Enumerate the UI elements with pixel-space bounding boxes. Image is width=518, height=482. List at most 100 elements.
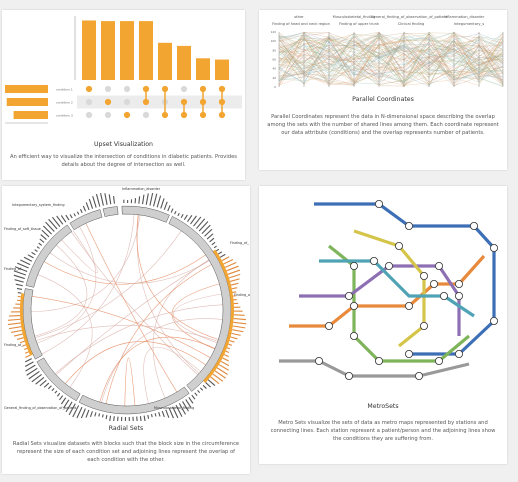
radial-histogram-bar: [104, 193, 108, 205]
radial-link: [34, 230, 182, 338]
radial-histogram-bar: [198, 221, 209, 232]
metro-title: MetroSets: [367, 403, 399, 410]
radial-link: [124, 357, 136, 406]
radial-histogram-bar: [36, 246, 40, 249]
radial-histogram-bar: [202, 384, 207, 389]
pc-line: [278, 38, 504, 82]
radial-histogram-bar: [206, 233, 214, 240]
radial-histogram-bar: [165, 409, 170, 418]
radial-histogram-bar: [226, 347, 231, 350]
pc-line: [278, 44, 504, 81]
radial-histogram-bar: [223, 258, 234, 265]
upset-dot-inactive: [85, 111, 93, 119]
radial-histogram-bar: [48, 218, 58, 230]
radial-histogram-bar: [201, 224, 211, 235]
radial-histogram-bar: [175, 404, 183, 417]
radial-histogram-bar: [88, 198, 94, 209]
metro-card[interactable]: MetroSets Metro Sets visualize the sets …: [259, 186, 507, 464]
radial-histogram-bar: [8, 326, 22, 330]
radial-histogram-bar: [56, 215, 64, 225]
upset-bar: [215, 59, 229, 80]
pc-tick-label: 100: [271, 39, 277, 43]
upset-dot-inactive: [123, 98, 131, 106]
radial-histogram-bar: [54, 390, 58, 394]
radial-histogram-bar: [230, 282, 239, 286]
metro-station: [350, 262, 359, 271]
radial-histogram-bar: [205, 382, 211, 388]
radial-histogram-bar: [24, 358, 32, 363]
radial-link: [71, 231, 198, 376]
radial-histogram-bar: [15, 283, 23, 287]
radial-histogram-bar: [60, 215, 67, 223]
pc-axis-label: Musculoskeletal_finding: [333, 15, 376, 19]
radial-set-label: Finding_of_: [234, 293, 250, 297]
upset-dot-inactive: [104, 85, 112, 93]
radial-link: [36, 226, 97, 344]
pc-line: [278, 32, 504, 84]
radial-histogram-bar: [63, 399, 70, 409]
radial-title: Radial Sets: [108, 425, 144, 432]
radial-histogram-bar: [229, 340, 235, 343]
pc-line: [278, 33, 504, 86]
radial-set-block: [102, 206, 119, 217]
radial-histogram-bar: [85, 202, 90, 211]
radial-histogram-bar: [109, 415, 112, 421]
radial-histogram-bar: [25, 354, 31, 358]
upset-set-label: condition 2: [56, 101, 73, 105]
metro-station: [315, 356, 324, 365]
radial-histogram-bar: [98, 413, 101, 417]
radial-histogram-bar: [42, 225, 52, 235]
metro-station: [345, 371, 354, 380]
radial-histogram-bar: [211, 241, 216, 246]
pc-line: [278, 39, 504, 75]
pc-line: [278, 31, 504, 85]
metro-station: [454, 280, 463, 289]
radial-histogram-bar: [233, 318, 246, 321]
radial-set-block: [168, 216, 232, 392]
radial-histogram-bar: [191, 394, 196, 400]
radial-histogram-bar: [113, 416, 115, 421]
metro-line: [353, 229, 426, 348]
radial-histogram-bar: [228, 343, 232, 346]
radial-histogram-bar: [80, 408, 86, 419]
radial-histogram-bar: [228, 273, 241, 279]
radial-histogram-bar: [210, 376, 220, 385]
radial-histogram-bar: [153, 193, 158, 207]
radial-histogram-bar: [9, 314, 21, 317]
radial-histogram-bar: [58, 395, 64, 401]
radial-set-label: Finding_of_soft_tissue: [4, 227, 41, 231]
radial-histogram-bar: [51, 216, 61, 227]
radial-histogram-bar: [218, 364, 229, 371]
radial-histogram-bar: [161, 410, 165, 418]
radial-set-label: Finding_of_: [4, 343, 23, 347]
radial-histogram-bar: [95, 193, 101, 207]
radial-set-block: [78, 386, 190, 415]
radial-card[interactable]: Inflammation_disorder Integumentary_syste…: [2, 186, 250, 474]
pc-line: [278, 34, 504, 83]
radial-link: [101, 318, 223, 403]
pc-axis-label: Finding of head and neck region: [272, 22, 330, 26]
pc-line: [278, 32, 504, 82]
radial-histogram-bar: [23, 256, 33, 262]
radial-histogram-bar: [31, 374, 42, 383]
pc-line: [278, 35, 504, 81]
radial-histogram-bar: [227, 269, 241, 275]
radial-histogram-bar: [180, 214, 184, 219]
upset-card[interactable]: condition 1 condition 2 condition 3 Upset …: [2, 10, 245, 180]
radial-histogram-bar: [73, 213, 76, 217]
radial-histogram-bar: [207, 379, 216, 387]
radial-histogram-bar: [174, 211, 177, 215]
radial-histogram-bar: [188, 397, 194, 404]
parallel-card[interactable]: 120 100 80 60 40 20 0 other Musculoskeletal_find…: [259, 10, 507, 170]
upset-description: An efficient way to visualize the inters…: [10, 154, 237, 168]
metro-station: [489, 316, 498, 325]
metro-station: [434, 356, 443, 365]
radial-histogram-bar: [39, 238, 45, 243]
upset-set-size-bar: [5, 85, 48, 93]
metro-station: [404, 222, 413, 231]
upset-bar: [101, 21, 115, 81]
radial-histogram-bar: [209, 237, 215, 243]
radial-histogram-bar: [224, 262, 237, 268]
radial-histogram-bar: [193, 216, 202, 227]
radial-histogram-bar: [40, 234, 47, 240]
